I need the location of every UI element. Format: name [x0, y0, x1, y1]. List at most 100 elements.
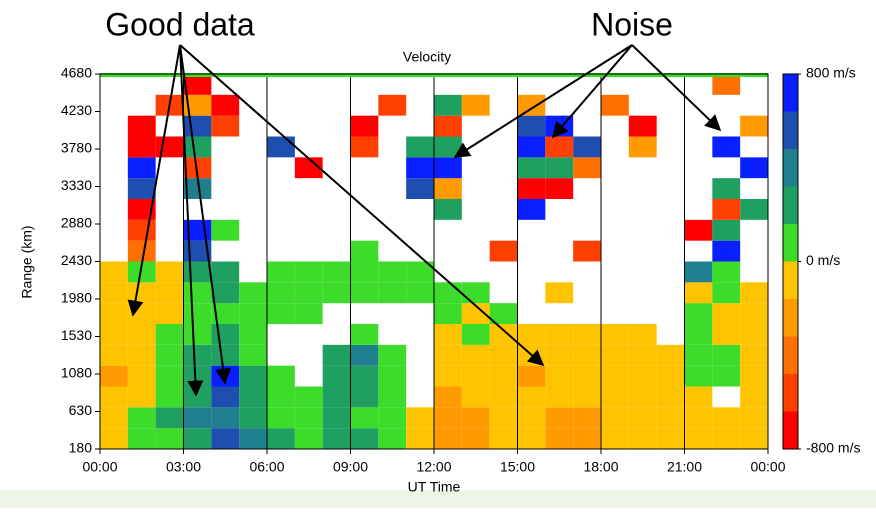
cell [434, 344, 462, 366]
cell [155, 282, 184, 304]
cell [573, 365, 601, 387]
cell [712, 324, 741, 345]
cell [489, 240, 518, 262]
cell [434, 428, 462, 449]
cell [350, 324, 379, 345]
colorbar-swatch [783, 261, 798, 299]
cell [545, 136, 574, 158]
arrow [179, 44, 545, 367]
cell [267, 282, 295, 304]
colorbar-label: -800 m/s [806, 440, 860, 456]
cell [350, 407, 379, 429]
chart-title: Velocity [403, 49, 451, 65]
cell [294, 157, 323, 179]
cell [239, 303, 267, 324]
cell [350, 261, 379, 283]
cell [712, 344, 741, 366]
cell [628, 344, 657, 366]
y-tick-label: 3780 [61, 140, 92, 156]
cell [461, 365, 490, 387]
cell [434, 157, 462, 179]
cell [127, 344, 156, 366]
cell [378, 94, 407, 116]
cell [656, 407, 685, 429]
colorbar-swatch [783, 74, 798, 112]
cell [461, 94, 490, 116]
x-axis-label: UT Time [408, 479, 461, 495]
cell [740, 324, 768, 345]
y-tick-label: 2430 [61, 252, 92, 268]
cell [712, 240, 741, 262]
cell [517, 136, 546, 158]
cell [267, 407, 295, 429]
cell [406, 282, 434, 304]
cell [127, 199, 156, 220]
cell [601, 94, 629, 116]
cell [601, 407, 629, 429]
cell [656, 428, 685, 449]
y-tick-label: 4230 [61, 102, 92, 118]
cell [517, 324, 546, 345]
footer-strip [0, 490, 876, 508]
cell [211, 94, 240, 116]
cell [155, 428, 184, 449]
cell [211, 219, 240, 241]
cell [545, 365, 574, 387]
colorbar: 800 m/s 0 m/s -800 m/s [782, 65, 860, 456]
y-tick-label: 1080 [61, 365, 92, 381]
cell [489, 386, 518, 408]
cell [267, 261, 295, 283]
cell [350, 365, 379, 387]
colorbar-swatch [783, 111, 798, 149]
top-band [100, 73, 768, 77]
cell [628, 428, 657, 449]
y-tick-label: 4680 [61, 65, 92, 81]
annotation: Noise [591, 6, 673, 42]
cell [489, 324, 518, 345]
cell [517, 365, 546, 387]
cell [267, 386, 295, 408]
colorbar-swatch [783, 411, 798, 449]
arrow [551, 44, 633, 139]
cell [183, 178, 212, 199]
cell [378, 365, 407, 387]
cell [350, 386, 379, 408]
cell [155, 324, 184, 345]
arrow [179, 44, 204, 397]
colorbar-swatch [783, 186, 798, 224]
cell [183, 261, 212, 283]
cell [601, 344, 629, 366]
cell [127, 115, 156, 137]
cell [211, 428, 240, 449]
cell [127, 407, 156, 429]
cell [378, 282, 407, 304]
cell [267, 136, 295, 158]
cell [434, 407, 462, 429]
cell [656, 386, 685, 408]
cell [127, 324, 156, 345]
cell [239, 386, 267, 408]
cell [434, 115, 462, 137]
cell [684, 428, 713, 449]
cell [656, 365, 685, 387]
cell [127, 240, 156, 262]
colorbar-label: 800 m/s [806, 65, 856, 81]
cell [740, 199, 768, 220]
cell [573, 136, 601, 158]
annotation: Good data [105, 6, 255, 42]
cell [740, 303, 768, 324]
cell [239, 344, 267, 366]
cell [350, 240, 379, 262]
cell [183, 303, 212, 324]
cell [712, 178, 741, 199]
x-tick-label: 21:00 [667, 459, 702, 475]
colorbar-swatch [783, 299, 798, 337]
cell [294, 261, 323, 283]
cell [684, 261, 713, 283]
cell [517, 386, 546, 408]
cell [545, 178, 574, 199]
cell [434, 94, 462, 116]
cell [350, 282, 379, 304]
cell [267, 365, 295, 387]
cell [406, 428, 434, 449]
